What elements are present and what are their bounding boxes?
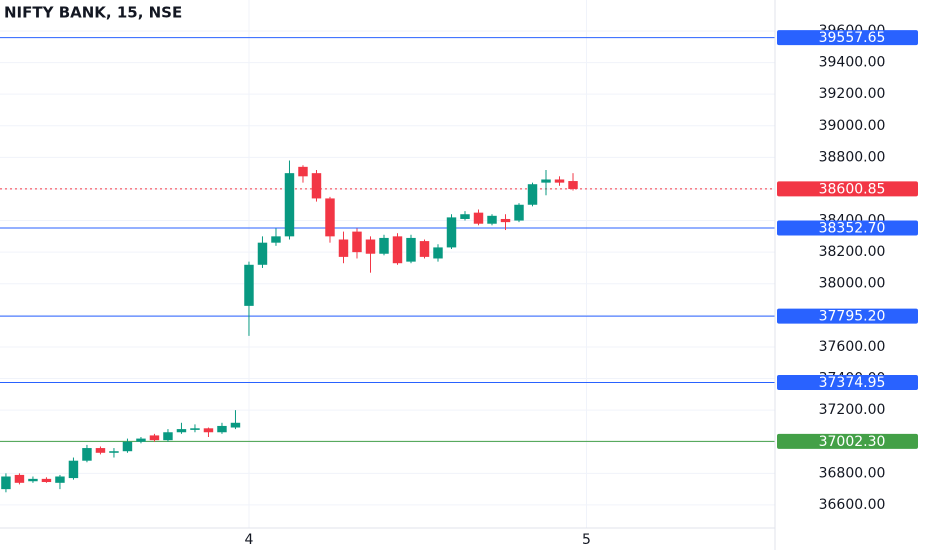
candle-body <box>230 422 241 428</box>
price-label: 38352.70 <box>819 221 886 237</box>
candle-body <box>68 460 79 479</box>
candle-body <box>527 184 538 205</box>
candle-body <box>568 181 578 189</box>
price-label-box <box>777 374 918 390</box>
y-tick-label: 39400.00 <box>819 55 886 71</box>
candle-body <box>473 212 484 224</box>
candle-body <box>95 448 106 453</box>
candle-body <box>284 173 295 237</box>
y-tick-label: 39000.00 <box>819 118 886 134</box>
candle-body <box>379 237 389 254</box>
candle-body <box>514 204 524 221</box>
candle-body <box>14 474 25 483</box>
candle-body <box>338 239 349 257</box>
price-label: 39557.65 <box>819 30 886 46</box>
y-tick-label: 36800.00 <box>819 465 886 481</box>
candle-body <box>554 179 565 183</box>
y-tick-label: 38800.00 <box>819 149 886 165</box>
candle-body <box>392 236 403 264</box>
candle-body <box>271 236 281 243</box>
price-label-box <box>777 220 918 236</box>
candle-body <box>541 179 551 183</box>
y-tick-label: 36600.00 <box>819 497 886 513</box>
price-label-box <box>777 308 918 324</box>
candle-body <box>41 478 52 483</box>
candle-body <box>163 432 173 441</box>
candle-body <box>136 438 146 442</box>
candle-body <box>190 428 200 430</box>
candles <box>1 160 578 493</box>
x-tick-label: 4 <box>245 532 254 548</box>
candle-body <box>406 237 416 262</box>
price-label-box <box>777 30 918 46</box>
y-tick-label: 39200.00 <box>819 86 886 102</box>
y-tick-label: 37200.00 <box>819 402 886 418</box>
candle-body <box>352 231 362 253</box>
candle-body <box>446 217 457 248</box>
chart-title: NIFTY BANK, 15, NSE <box>4 4 182 22</box>
price-labels: 39557.65 38600.85 38352.70 37795.20 37374.95… <box>777 30 918 450</box>
candle-body <box>460 214 470 219</box>
candle-body <box>365 239 376 254</box>
candle-body <box>149 435 160 441</box>
price-label: 38600.85 <box>819 181 886 197</box>
candle-body <box>311 173 322 199</box>
candle-body <box>487 215 497 224</box>
candle-body <box>500 218 511 223</box>
candle-body <box>217 425 227 433</box>
candle-body <box>325 198 335 237</box>
price-label-box <box>777 433 918 449</box>
candle-body <box>82 448 92 461</box>
candle-body <box>433 247 443 259</box>
candle-body <box>28 478 38 482</box>
candle-body <box>203 428 214 433</box>
y-tick-label: 38000.00 <box>819 276 886 292</box>
candle-body <box>298 166 308 177</box>
candle-body <box>419 241 430 257</box>
price-lines <box>0 37 775 442</box>
y-tick-label: 38200.00 <box>819 244 886 260</box>
x-tick-label: 5 <box>582 532 591 548</box>
candle-body <box>244 264 254 306</box>
price-label-box <box>777 181 918 197</box>
candle-body <box>109 451 119 453</box>
y-tick-label: 37600.00 <box>819 339 886 355</box>
grid <box>0 0 775 528</box>
price-label: 37795.20 <box>819 309 886 325</box>
price-label: 37002.30 <box>819 434 886 450</box>
candle-body <box>1 476 11 490</box>
price-label: 37374.95 <box>819 375 886 391</box>
candle-body <box>176 429 187 433</box>
candle-body <box>55 476 65 483</box>
candle-body <box>257 242 268 265</box>
candle-body <box>122 441 133 452</box>
